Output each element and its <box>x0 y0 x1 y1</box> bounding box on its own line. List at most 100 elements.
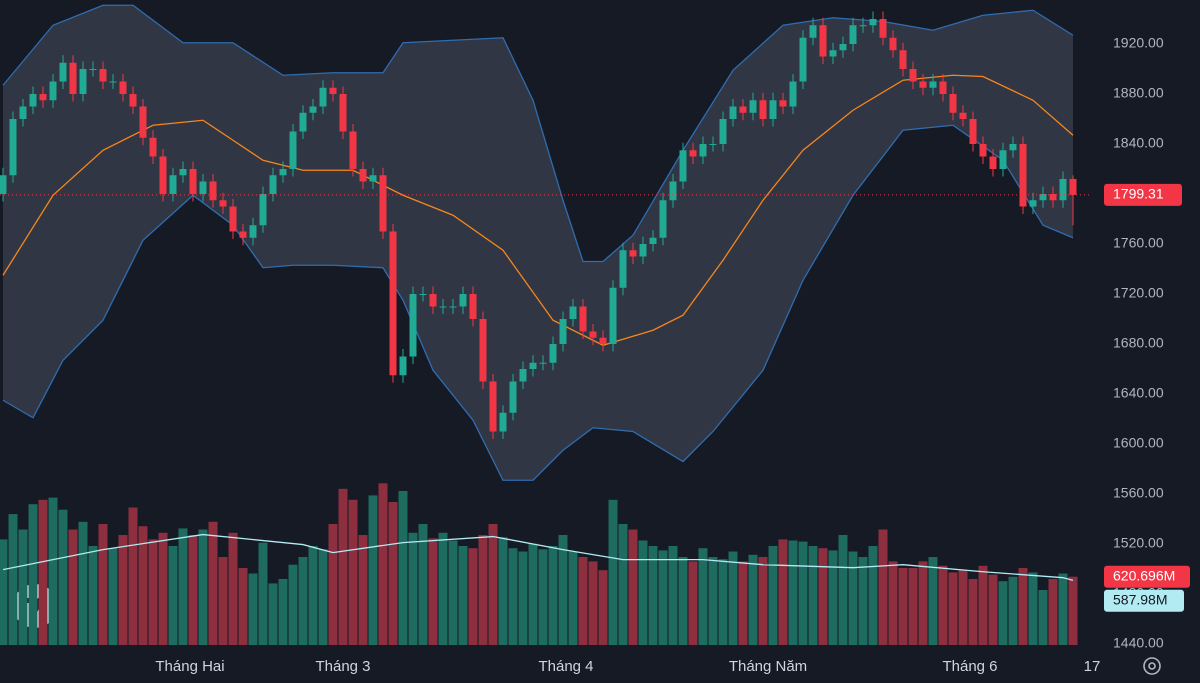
volume-bar <box>78 521 88 645</box>
candle-body <box>269 175 277 194</box>
candle-body <box>629 250 637 257</box>
candle-body <box>409 294 417 357</box>
band-fill <box>3 5 1073 481</box>
candle-body <box>909 69 917 82</box>
volume-bar <box>58 509 68 645</box>
volume-bar <box>208 521 218 645</box>
volume-bar <box>988 574 998 645</box>
volume-bar <box>248 573 258 645</box>
y-tick-label: 1600.00 <box>1113 435 1164 451</box>
volume-label-box <box>1104 565 1190 588</box>
candle-body <box>609 287 617 344</box>
candle-body <box>69 62 77 94</box>
volume-bar <box>428 538 438 645</box>
y-tick-label: 1720.00 <box>1113 285 1164 301</box>
volume-bar <box>668 546 678 645</box>
volume-bar <box>918 561 928 645</box>
volume-bar <box>488 524 498 645</box>
candle-body <box>39 94 47 101</box>
volume-bar <box>108 548 118 645</box>
candle-body <box>29 94 37 107</box>
candle-body <box>569 306 577 319</box>
volume-bar <box>48 497 58 645</box>
volume-bar <box>338 488 348 645</box>
candle-body <box>699 144 707 157</box>
candle-body <box>49 81 57 101</box>
candle-body <box>589 331 597 338</box>
candle-body <box>649 237 657 244</box>
volume-bar <box>308 546 318 645</box>
volume-bar <box>608 499 618 645</box>
candle-body <box>99 69 107 82</box>
volume-bar <box>728 551 738 645</box>
candle-body <box>239 231 247 238</box>
candle-body <box>979 144 987 157</box>
candle-body <box>489 381 497 432</box>
candle-body <box>999 150 1007 169</box>
candle-body <box>789 81 797 107</box>
candle-body <box>179 169 187 176</box>
candle-body <box>449 306 457 308</box>
volume-bar <box>568 551 578 645</box>
candle-body <box>329 87 337 94</box>
volume-bar <box>778 539 788 645</box>
candle-body <box>1039 194 1047 201</box>
volume-bar <box>618 524 628 645</box>
last-price-box <box>1104 183 1182 206</box>
y-tick-label: 1920.00 <box>1113 35 1164 51</box>
volume-bar <box>908 568 918 645</box>
y-tick-label: 1560.00 <box>1113 485 1164 501</box>
volume-bar <box>538 549 548 645</box>
candle-body <box>1019 144 1027 207</box>
candle-body <box>419 294 427 295</box>
volume-bar <box>818 548 828 645</box>
candle-body <box>369 175 377 182</box>
settings-icon[interactable] <box>1143 657 1161 675</box>
candle-body <box>429 294 437 307</box>
x-tick-label: Tháng Hai <box>155 658 224 675</box>
y-tick-label: 1440.00 <box>1113 635 1164 651</box>
candle-body <box>309 106 317 113</box>
candle-body <box>659 200 667 238</box>
volume-bar <box>468 548 478 645</box>
volume-bar <box>18 529 28 645</box>
volume-bar <box>188 535 198 645</box>
candle-body <box>549 344 557 363</box>
candle-body <box>739 106 747 113</box>
volume-bar <box>378 483 388 645</box>
volume-bar <box>0 539 8 645</box>
candle-body <box>109 81 117 83</box>
candle-body <box>929 81 937 88</box>
candle-body <box>459 294 467 307</box>
x-tick-label: Tháng Năm <box>729 658 807 675</box>
candle-body <box>479 319 487 382</box>
volume-bar <box>848 551 858 645</box>
volume-bar <box>948 572 958 645</box>
volume-bar <box>408 532 418 645</box>
candle-body <box>229 206 237 232</box>
volume-bar <box>198 529 208 645</box>
volume-bar <box>508 548 518 645</box>
volume-bar <box>528 543 538 645</box>
volume-bar <box>138 526 148 645</box>
volume-bar <box>258 542 268 645</box>
volume-bar <box>598 570 608 645</box>
candle-body <box>959 112 967 119</box>
candle-body <box>539 362 547 364</box>
volume-bar <box>658 550 668 645</box>
candle-body <box>219 200 227 207</box>
candle-body <box>1049 194 1057 201</box>
volume-bar <box>588 561 598 645</box>
candle-body <box>889 37 897 51</box>
volume-bar <box>268 583 278 645</box>
candle-body <box>799 37 807 82</box>
candle-body <box>689 150 697 157</box>
volume-bar <box>398 491 408 645</box>
candle-body <box>579 306 587 332</box>
volume-bar <box>718 559 728 645</box>
volume-bar <box>758 557 768 645</box>
volume-bar <box>1028 572 1038 645</box>
volume-bar <box>968 579 978 645</box>
candle-body <box>209 181 217 201</box>
volume-bar <box>388 502 398 645</box>
